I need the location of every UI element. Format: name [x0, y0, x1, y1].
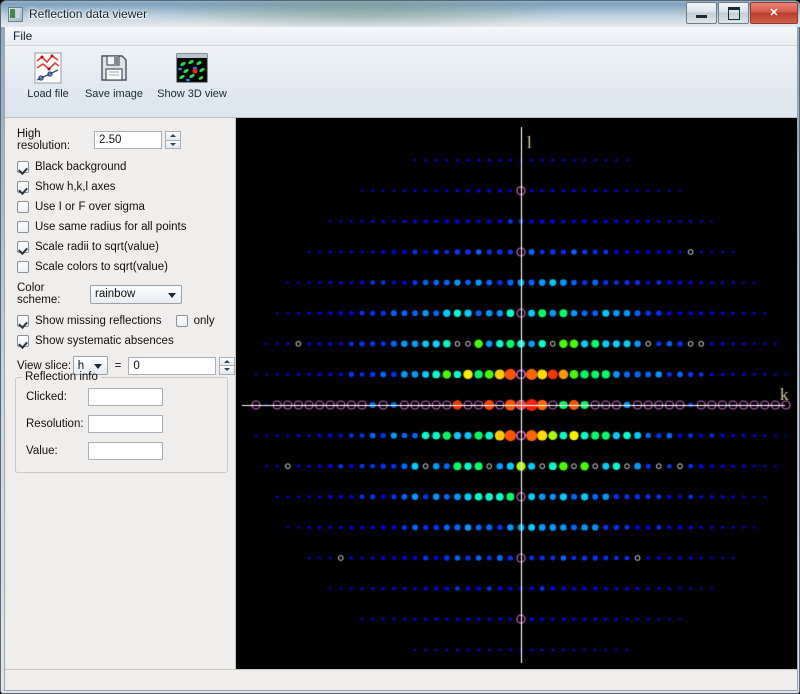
- load-file-button[interactable]: Load file: [15, 51, 81, 100]
- minimize-button[interactable]: [686, 2, 717, 24]
- checkbox-systematic-absences[interactable]: Show systematic absences: [5, 335, 235, 347]
- checkbox-black-background[interactable]: Black background: [5, 161, 235, 173]
- checkbox-show-hkl-axes-label: Show h,k,l axes: [35, 181, 116, 193]
- reflection-plot[interactable]: [236, 118, 797, 669]
- checkbox-missing-only-label: only: [193, 315, 215, 327]
- resolution-label: Resolution:: [26, 418, 84, 430]
- window-controls: ✕: [685, 2, 798, 24]
- maximize-button[interactable]: [718, 2, 749, 24]
- floppy-disk-icon: [97, 51, 131, 85]
- checkbox-systematic-absences-box[interactable]: [17, 335, 29, 347]
- color-scheme-select[interactable]: rainbow: [90, 284, 182, 304]
- status-strip: [5, 669, 797, 690]
- reflection-plot-canvas[interactable]: [236, 118, 797, 669]
- view-slice-axis-select[interactable]: h: [72, 356, 108, 375]
- view-slice-row: View slice: h = 0: [5, 356, 235, 375]
- menu-item-file[interactable]: File: [13, 29, 33, 43]
- close-button[interactable]: ✕: [750, 2, 798, 24]
- spinner-down-icon[interactable]: [165, 139, 181, 149]
- chevron-down-icon: [93, 364, 102, 369]
- reflection-info-value-row: Value:: [26, 442, 227, 460]
- checkbox-black-background-label: Black background: [35, 161, 127, 173]
- checkbox-scale-colors-label: Scale colors to sqrt(value): [35, 261, 168, 273]
- checkbox-show-hkl-axes-box[interactable]: [17, 181, 29, 193]
- checkbox-missing-only-box[interactable]: [175, 315, 188, 327]
- value-input[interactable]: [88, 442, 163, 460]
- view-slice-axis-value: h: [77, 359, 85, 372]
- checkbox-scale-radii-box[interactable]: [17, 241, 29, 253]
- color-scheme-row: Color scheme: rainbow: [5, 282, 235, 306]
- value-label: Value:: [26, 445, 58, 457]
- toolbar: Load file Save image: [5, 46, 797, 118]
- checkbox-show-hkl-axes[interactable]: Show h,k,l axes: [5, 181, 235, 193]
- clicked-input[interactable]: [88, 388, 163, 406]
- checkbox-scale-colors[interactable]: Scale colors to sqrt(value): [5, 261, 235, 273]
- high-resolution-row: High resolution: 2.50: [5, 128, 235, 152]
- save-image-label: Save image: [84, 88, 144, 100]
- color-scheme-value: rainbow: [95, 288, 136, 300]
- high-resolution-label: High resolution:: [17, 128, 71, 152]
- show-missing-row: Show missing reflections only: [5, 315, 235, 327]
- checkbox-use-same-radius-box[interactable]: [17, 221, 29, 233]
- reflection-info-group: Reflection info Clicked: Resolution: Val…: [15, 371, 228, 473]
- maximize-icon: [727, 6, 740, 20]
- show-3d-view-button[interactable]: Show 3D view: [147, 51, 237, 100]
- checkbox-black-background-box[interactable]: [17, 161, 29, 173]
- checkbox-use-i-or-f-over-sigma[interactable]: Use I or F over sigma: [5, 201, 235, 213]
- view-slice-label: View slice:: [17, 359, 72, 372]
- load-file-label: Load file: [27, 88, 69, 100]
- checkbox-use-i-or-f-over-sigma-box[interactable]: [17, 201, 29, 213]
- checkbox-use-same-radius-label: Use same radius for all points: [35, 221, 187, 233]
- reflection-info-legend: Reflection info: [25, 371, 98, 383]
- chart-scatter-icon: [31, 51, 65, 85]
- resolution-input[interactable]: [88, 415, 163, 433]
- reflection-info-clicked-row: Clicked:: [26, 388, 227, 406]
- titlebar-glass: [1, 1, 800, 27]
- view-slice-equals: =: [114, 359, 122, 372]
- client-area: File Load file: [4, 27, 798, 691]
- checkbox-show-missing-reflections-box[interactable]: [17, 315, 29, 327]
- minimize-icon: [696, 14, 707, 18]
- checkbox-scale-colors-box[interactable]: [17, 261, 29, 273]
- menubar: File: [5, 27, 797, 46]
- window-title: Reflection data viewer: [29, 7, 148, 21]
- spinner-up-icon[interactable]: [165, 131, 181, 140]
- checkbox-scale-radii-label: Scale radii to sqrt(value): [35, 241, 159, 253]
- controls-panel: High resolution: 2.50 Black background S…: [5, 118, 236, 669]
- titlebar[interactable]: Reflection data viewer ✕: [1, 1, 800, 27]
- app-icon: [8, 6, 23, 22]
- high-resolution-spinner[interactable]: [165, 131, 181, 149]
- color-scheme-label: Color scheme:: [17, 282, 61, 306]
- view-slice-input[interactable]: 0: [128, 356, 216, 375]
- close-icon: ✕: [769, 6, 779, 19]
- save-image-button[interactable]: Save image: [81, 51, 147, 100]
- checkbox-use-i-or-f-over-sigma-label: Use I or F over sigma: [35, 201, 145, 213]
- checkbox-show-missing-reflections-label: Show missing reflections: [35, 315, 162, 327]
- checkbox-scale-radii[interactable]: Scale radii to sqrt(value): [5, 241, 235, 253]
- chevron-down-icon: [168, 292, 176, 298]
- reflection-info-resolution-row: Resolution:: [26, 415, 227, 433]
- clicked-label: Clicked:: [26, 391, 67, 403]
- checkbox-use-same-radius[interactable]: Use same radius for all points: [5, 221, 235, 233]
- spinner-up-icon[interactable]: [219, 356, 235, 365]
- reflections-3d-icon: [175, 51, 209, 85]
- show-3d-view-label: Show 3D view: [157, 88, 227, 100]
- high-resolution-input[interactable]: 2.50: [94, 131, 162, 149]
- checkbox-systematic-absences-label: Show systematic absences: [35, 335, 174, 347]
